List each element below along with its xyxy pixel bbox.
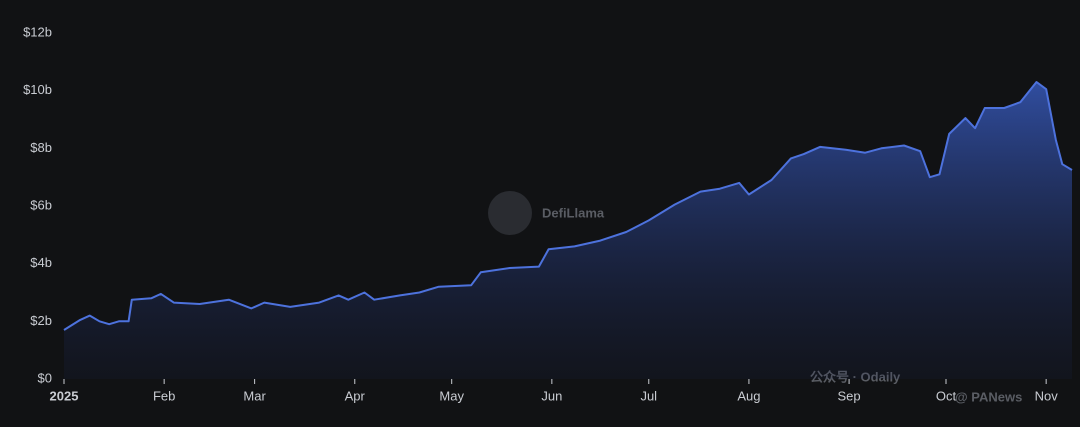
y-tick-label: $4b (30, 255, 52, 270)
x-tick-label: Sep (838, 388, 861, 403)
x-tick-label: Jul (640, 388, 657, 403)
y-tick-label: $12b (23, 24, 52, 39)
y-tick-label: $6b (30, 197, 52, 212)
x-tick-label: Aug (737, 388, 760, 403)
watermark-logo (488, 191, 532, 235)
x-tick-label: Jun (541, 388, 562, 403)
watermark: @ PANews (955, 389, 1022, 404)
x-tick-label: Mar (243, 388, 266, 403)
y-tick-label: $8b (30, 140, 52, 155)
x-tick-label: Apr (345, 388, 366, 403)
y-tick-label: $10b (23, 82, 52, 97)
watermark: DefiLlama (542, 205, 605, 220)
y-tick-label: $0 (38, 370, 52, 385)
x-tick-label: Oct (936, 388, 957, 403)
x-tick-label: Feb (153, 388, 175, 403)
y-tick-label: $2b (30, 313, 52, 328)
x-tick-label: May (439, 388, 464, 403)
area-fill (64, 82, 1072, 379)
x-tick-label: 2025 (50, 388, 79, 403)
area-line (63, 81, 1073, 331)
x-tick-label: Nov (1035, 388, 1059, 403)
